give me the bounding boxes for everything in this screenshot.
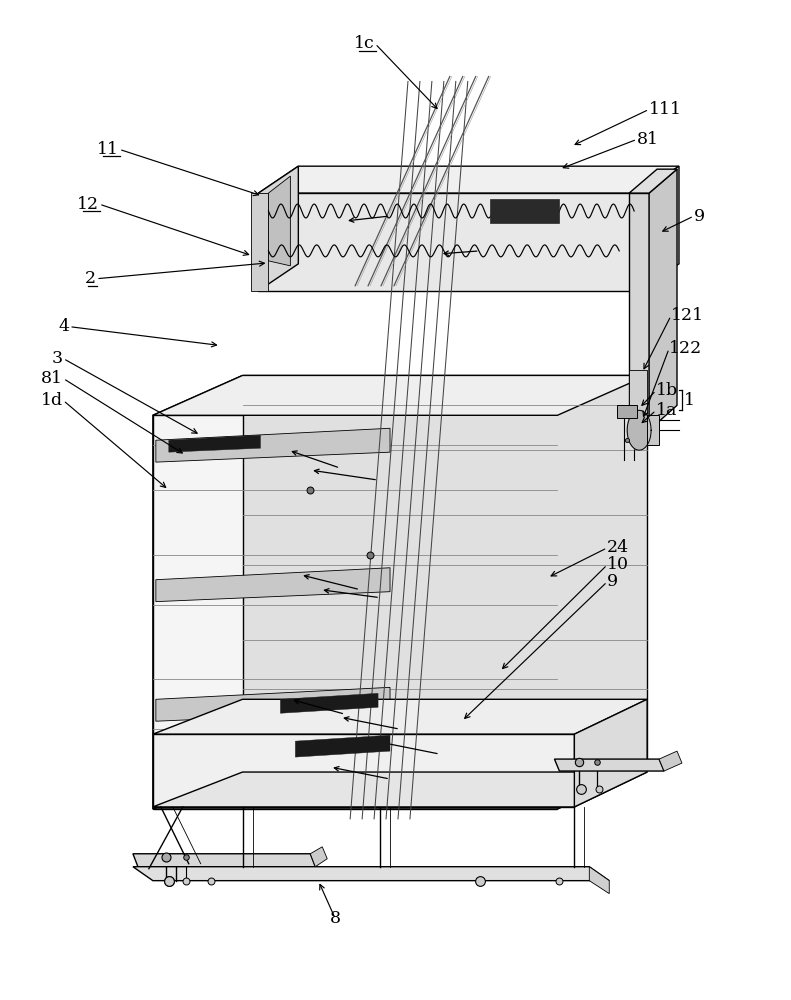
Text: 2: 2 [85,270,96,287]
Polygon shape [156,687,390,721]
Polygon shape [627,410,651,450]
Polygon shape [133,854,316,867]
Polygon shape [629,370,647,440]
Polygon shape [629,169,677,193]
Polygon shape [554,759,664,771]
Polygon shape [617,405,637,418]
Text: 81: 81 [637,131,659,148]
Text: 8: 8 [330,910,341,927]
Polygon shape [156,568,390,602]
Polygon shape [153,734,574,807]
Polygon shape [268,176,290,266]
Text: 3: 3 [52,350,63,367]
Polygon shape [589,867,609,894]
Text: 11: 11 [97,141,119,158]
Polygon shape [133,867,609,881]
Text: 4: 4 [59,318,69,335]
Polygon shape [295,735,390,757]
Polygon shape [310,847,327,867]
Text: 9: 9 [607,573,619,590]
Polygon shape [629,193,649,430]
Polygon shape [156,428,390,462]
Polygon shape [647,415,659,445]
Text: 1a: 1a [656,402,677,419]
Polygon shape [251,193,268,291]
Polygon shape [153,375,647,415]
Text: 9: 9 [694,208,705,225]
Polygon shape [153,769,647,809]
Text: 122: 122 [669,340,702,357]
Polygon shape [153,375,243,809]
Text: 10: 10 [607,556,630,573]
Polygon shape [243,375,647,769]
Polygon shape [259,193,639,291]
Text: 81: 81 [41,370,63,387]
Polygon shape [153,699,647,734]
Polygon shape [280,693,378,713]
Polygon shape [659,751,682,771]
Polygon shape [153,415,558,809]
Polygon shape [490,199,559,223]
Text: 24: 24 [607,539,630,556]
Text: 1c: 1c [354,35,375,52]
Text: 121: 121 [671,307,704,324]
Text: 1d: 1d [41,392,63,409]
Text: 1b: 1b [656,382,678,399]
Polygon shape [153,772,647,807]
Text: 12: 12 [77,196,99,213]
Polygon shape [168,435,260,452]
Polygon shape [259,166,679,193]
Polygon shape [639,166,679,291]
Polygon shape [574,699,647,807]
Polygon shape [259,166,298,291]
Polygon shape [558,375,647,809]
Text: 111: 111 [649,101,682,118]
Text: 1: 1 [684,392,695,409]
Polygon shape [649,169,677,430]
